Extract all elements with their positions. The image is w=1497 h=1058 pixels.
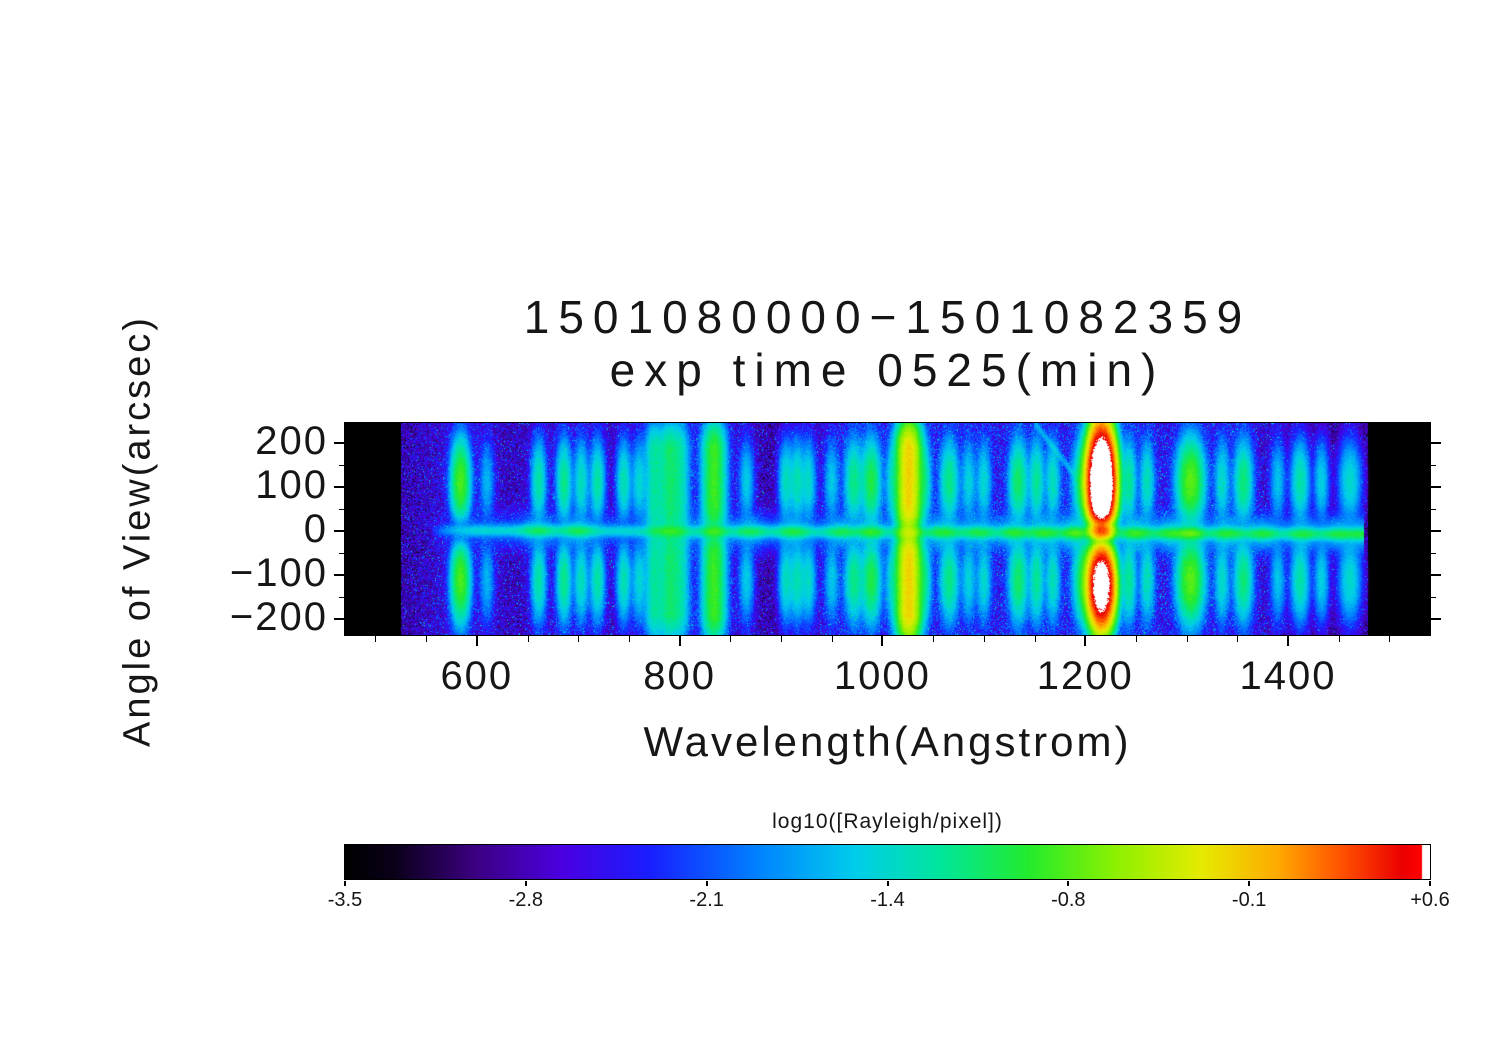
x-axis-minor-tick [426,636,428,642]
y-axis-minor-tick-right [1431,509,1436,511]
y-axis-major-tick [334,442,344,445]
x-axis-minor-tick [1237,636,1239,642]
y-tick-label: 200 [255,419,328,464]
y-axis-minor-tick [339,509,344,511]
y-axis-minor-tick-right [1431,465,1436,467]
y-axis-minor-tick [339,553,344,555]
colorbar-label: log10([Rayleigh/pixel]) [772,810,1003,833]
x-axis-major-tick [475,636,478,646]
colorbar-tick [886,881,889,886]
x-axis-minor-tick [1135,636,1137,642]
x-axis-major-tick [1287,636,1290,646]
plot-title-line2: exp time 0525(min) [609,344,1166,396]
y-axis-major-tick [334,574,344,577]
y-axis-minor-tick-right [1431,553,1436,555]
y-tick-label: 0 [303,507,328,552]
x-tick-label: 600 [440,654,514,698]
y-axis-major-tick [334,530,344,533]
colorbar-tick-label: +0.6 [1410,889,1450,911]
x-axis-minor-tick [933,636,935,642]
y-axis-major-tick-right [1431,442,1441,445]
y-tick-label: −100 [229,551,328,596]
y-axis-major-tick-right [1431,530,1441,533]
y-tick-label: 100 [255,463,328,508]
colorbar-tick [524,881,527,886]
x-axis-minor-tick [375,636,377,642]
colorbar-tick-label: -2.1 [689,889,724,911]
colorbar-tick-label: -0.8 [1051,889,1086,911]
y-axis-minor-tick [339,465,344,467]
x-axis-minor-tick [983,636,985,642]
x-axis-minor-tick [628,636,630,642]
x-tick-label: 1200 [1036,654,1134,698]
x-axis-minor-tick [1186,636,1188,642]
x-axis-minor-tick [578,636,580,642]
colorbar-tick [344,881,346,886]
x-tick-label: 1400 [1239,654,1337,698]
plot-title-line1: 1501080000−1501082359 [523,291,1252,343]
x-axis-minor-tick [1338,636,1340,642]
x-axis-minor-tick [527,636,529,642]
y-axis-major-tick-right [1431,618,1441,621]
colorbar [344,844,1431,880]
colorbar-tick-label: -2.8 [508,889,544,911]
y-axis-major-tick-right [1431,574,1441,577]
colorbar-tick [1067,881,1070,886]
x-axis-major-tick [1084,636,1087,646]
colorbar-tick [1248,881,1251,886]
x-axis-minor-tick [1034,636,1036,642]
x-axis-minor-tick [730,636,732,642]
y-tick-label: −200 [229,595,328,640]
x-axis-major-tick [881,636,884,646]
colorbar-tick [1429,881,1431,886]
y-axis-major-tick [334,486,344,489]
colorbar-tick-label: -1.4 [870,889,905,911]
x-axis-major-tick [678,636,681,646]
colorbar-tick [705,881,708,886]
x-tick-label: 1000 [833,654,931,698]
plot-area [344,422,1431,636]
x-axis-minor-tick [831,636,833,642]
x-tick-label: 800 [643,654,716,698]
y-axis-major-tick-right [1431,486,1441,489]
y-axis-minor-tick [339,597,344,599]
colorbar-canvas [345,845,1430,879]
x-axis-minor-tick [781,636,783,642]
x-axis-minor-tick [1389,636,1391,642]
y-axis-minor-tick-right [1431,597,1436,599]
x-axis-label: Wavelength(Angstrom) [643,718,1132,765]
y-axis-major-tick [334,618,344,621]
spectrogram-canvas [345,423,1430,635]
colorbar-tick-label: -0.1 [1231,889,1267,911]
colorbar-tick-label: -3.5 [327,889,363,911]
